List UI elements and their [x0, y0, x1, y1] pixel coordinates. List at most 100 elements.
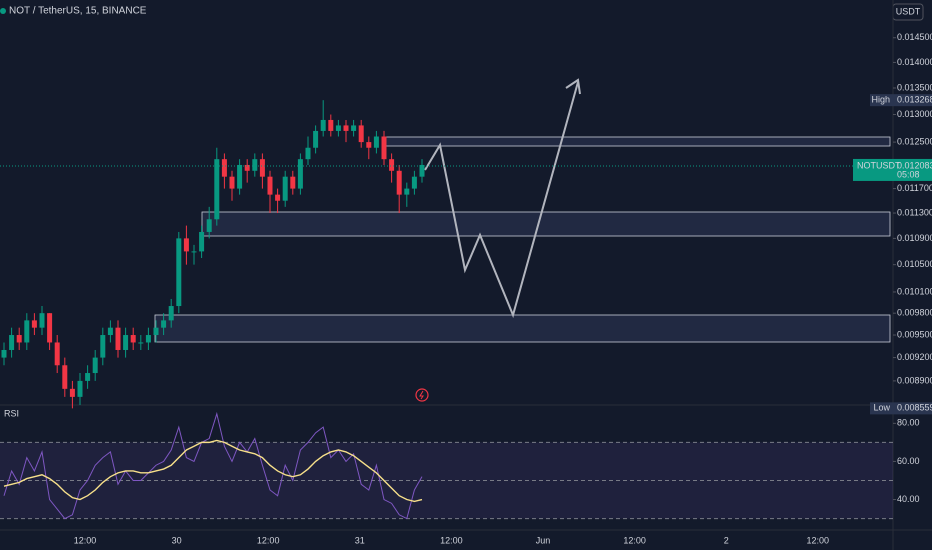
x-tick-label: 12:00: [807, 535, 830, 545]
candle-body: [290, 176, 296, 189]
candle-body: [214, 159, 220, 220]
low_marker-value: 0.008559: [897, 403, 932, 413]
candle-body: [381, 136, 387, 160]
last-price-value: 0.012083: [897, 160, 932, 170]
candle-body: [107, 327, 113, 336]
last-price-name: NOTUSDT: [857, 160, 901, 170]
candle-body: [335, 125, 341, 131]
y-tick-label: 0.009200: [897, 352, 932, 362]
x-tick-label: 30: [172, 535, 182, 545]
candle-body: [320, 119, 326, 131]
x-tick-label: 12:00: [257, 535, 280, 545]
rsi-tick-label: 80.00: [897, 418, 920, 428]
y-tick-label: 0.011300: [897, 207, 932, 217]
x-tick-label: 12:00: [623, 535, 646, 545]
currency-label[interactable]: USDT: [896, 6, 921, 16]
candle-body: [47, 313, 53, 343]
candle-body: [351, 125, 357, 131]
alert-icon[interactable]: [415, 388, 429, 402]
y-tick-label: 0.010900: [897, 233, 932, 243]
alert-bolt: [419, 390, 424, 400]
candle-body: [404, 188, 410, 195]
candle-body: [419, 164, 425, 177]
candle-body: [9, 335, 15, 350]
y-tick-label: 0.011700: [897, 183, 932, 193]
candle-body: [92, 357, 98, 374]
high_marker-label: High: [871, 95, 890, 105]
candle-body: [145, 335, 151, 343]
candle-body: [168, 306, 174, 321]
candle-body: [16, 335, 22, 343]
y-tick-label: 0.013000: [897, 109, 932, 119]
candle-body: [69, 388, 75, 397]
candle-body: [199, 231, 205, 252]
zone: [384, 136, 891, 147]
low_marker-label: Low: [873, 403, 890, 413]
y-tick-label: 0.009500: [897, 329, 932, 339]
candle-body: [221, 159, 227, 177]
candle-body: [282, 176, 288, 201]
candle-body: [130, 335, 136, 343]
x-tick-label: 2: [724, 535, 729, 545]
high_marker-value: 0.013268: [897, 95, 932, 105]
candle-body: [358, 125, 364, 143]
zone: [154, 314, 891, 343]
candle-body: [267, 176, 273, 195]
candle-body: [100, 335, 106, 358]
high_marker-box: [870, 94, 932, 107]
y-tick-label: 0.010500: [897, 259, 932, 269]
candle-body: [176, 238, 182, 307]
candle-body: [206, 219, 212, 232]
candle-body: [389, 159, 395, 171]
candle-body: [161, 320, 167, 328]
y-tick-label: 0.012500: [897, 136, 932, 146]
candle-body: [305, 147, 311, 160]
y-tick-label: 0.013500: [897, 82, 932, 92]
y-tick-label: 0.010100: [897, 286, 932, 296]
candle-body: [1, 349, 7, 358]
zone: [201, 211, 891, 237]
x-tick-label: 12:00: [74, 535, 97, 545]
y-tick-label: 0.008900: [897, 375, 932, 385]
candle-body: [237, 164, 243, 189]
candle-body: [39, 313, 45, 328]
rsi-tick-label: 60.00: [897, 456, 920, 466]
candle-body: [115, 327, 121, 350]
candle-body: [123, 335, 129, 350]
projection-arrowhead: [565, 78, 581, 95]
candle-body: [259, 159, 265, 177]
candle-body: [183, 238, 189, 252]
countdown: 05:08: [897, 169, 920, 179]
candle-body: [24, 320, 30, 343]
rsi-line: [3, 439, 423, 503]
candle-body: [77, 380, 83, 397]
candle-body: [396, 170, 402, 195]
x-tick-label: 31: [355, 535, 365, 545]
candle-body: [252, 159, 258, 171]
candle-body: [62, 365, 68, 389]
candle-body: [297, 159, 303, 189]
candle-body: [31, 320, 37, 328]
chart-title: NOT / TetherUS, 15, BINANCE: [9, 6, 147, 17]
candle-body: [54, 342, 60, 366]
x-tick-label: 12:00: [440, 535, 463, 545]
candle-body: [229, 176, 235, 189]
last-price-box: [853, 158, 932, 181]
candle-body: [366, 142, 372, 148]
y-tick-label: 0.014500: [897, 32, 932, 42]
candle-body: [153, 327, 159, 336]
candle-body: [275, 194, 281, 201]
rsi-title: RSI: [4, 408, 19, 418]
candle-body: [191, 251, 197, 253]
candle-body: [343, 125, 349, 131]
candle-body: [138, 342, 144, 344]
candle-body: [411, 176, 417, 189]
candle-body: [85, 373, 91, 381]
status-dot: [0, 8, 6, 14]
low_marker-box: [870, 402, 932, 415]
rsi-tick-label: 40.00: [897, 494, 920, 504]
candle-body: [328, 119, 334, 131]
y-tick-label: 0.009800: [897, 308, 932, 318]
